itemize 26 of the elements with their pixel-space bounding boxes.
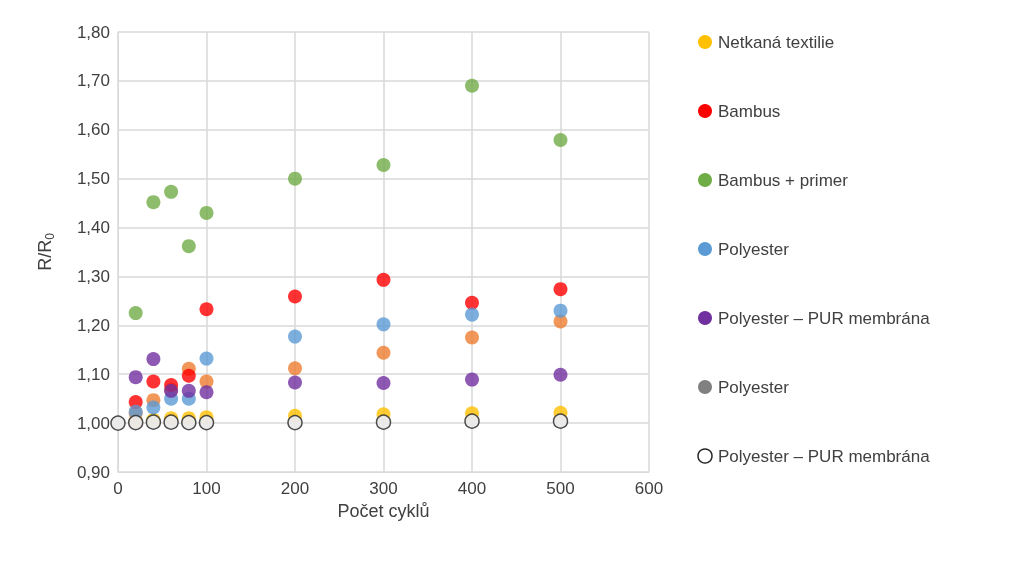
x-tick-label: 600 [634, 479, 664, 498]
legend-label: Polyester – PUR membrána [718, 446, 931, 466]
x-tick-label: 300 [369, 479, 398, 498]
y-tick-label: 1,00 [76, 413, 110, 433]
y-axis-title: R/R0 [35, 232, 57, 271]
y-tick-label: 1,10 [76, 364, 110, 384]
legend-label: Polyester – PUR membrána [718, 308, 931, 328]
y-tick-label: 0,90 [76, 462, 110, 482]
legend-label: Netkaná textilie [718, 32, 835, 52]
y-tick-label: 1,60 [76, 120, 110, 140]
y-tick-label: 1,20 [76, 315, 110, 335]
legend-label: Polyester [718, 239, 790, 259]
legend-label: Bambus [718, 101, 781, 121]
y-tick-label: 1,30 [76, 266, 110, 286]
legend-label: Bambus + primer [718, 170, 849, 190]
x-tick-label: 100 [192, 479, 221, 498]
x-tick-label: 500 [546, 479, 575, 498]
y-tick-label: 1,50 [76, 169, 110, 189]
y-tick-label: 1,40 [76, 218, 110, 238]
x-tick-label: 400 [457, 479, 487, 498]
y-tick-label: 1,70 [76, 71, 110, 91]
x-tick-label: 200 [280, 479, 310, 498]
x-tick-label: 0 [113, 479, 123, 498]
x-axis-title: Počet cyklů [337, 501, 430, 521]
legend-label: Polyester [718, 377, 790, 397]
y-tick-label: 1,80 [76, 22, 110, 42]
